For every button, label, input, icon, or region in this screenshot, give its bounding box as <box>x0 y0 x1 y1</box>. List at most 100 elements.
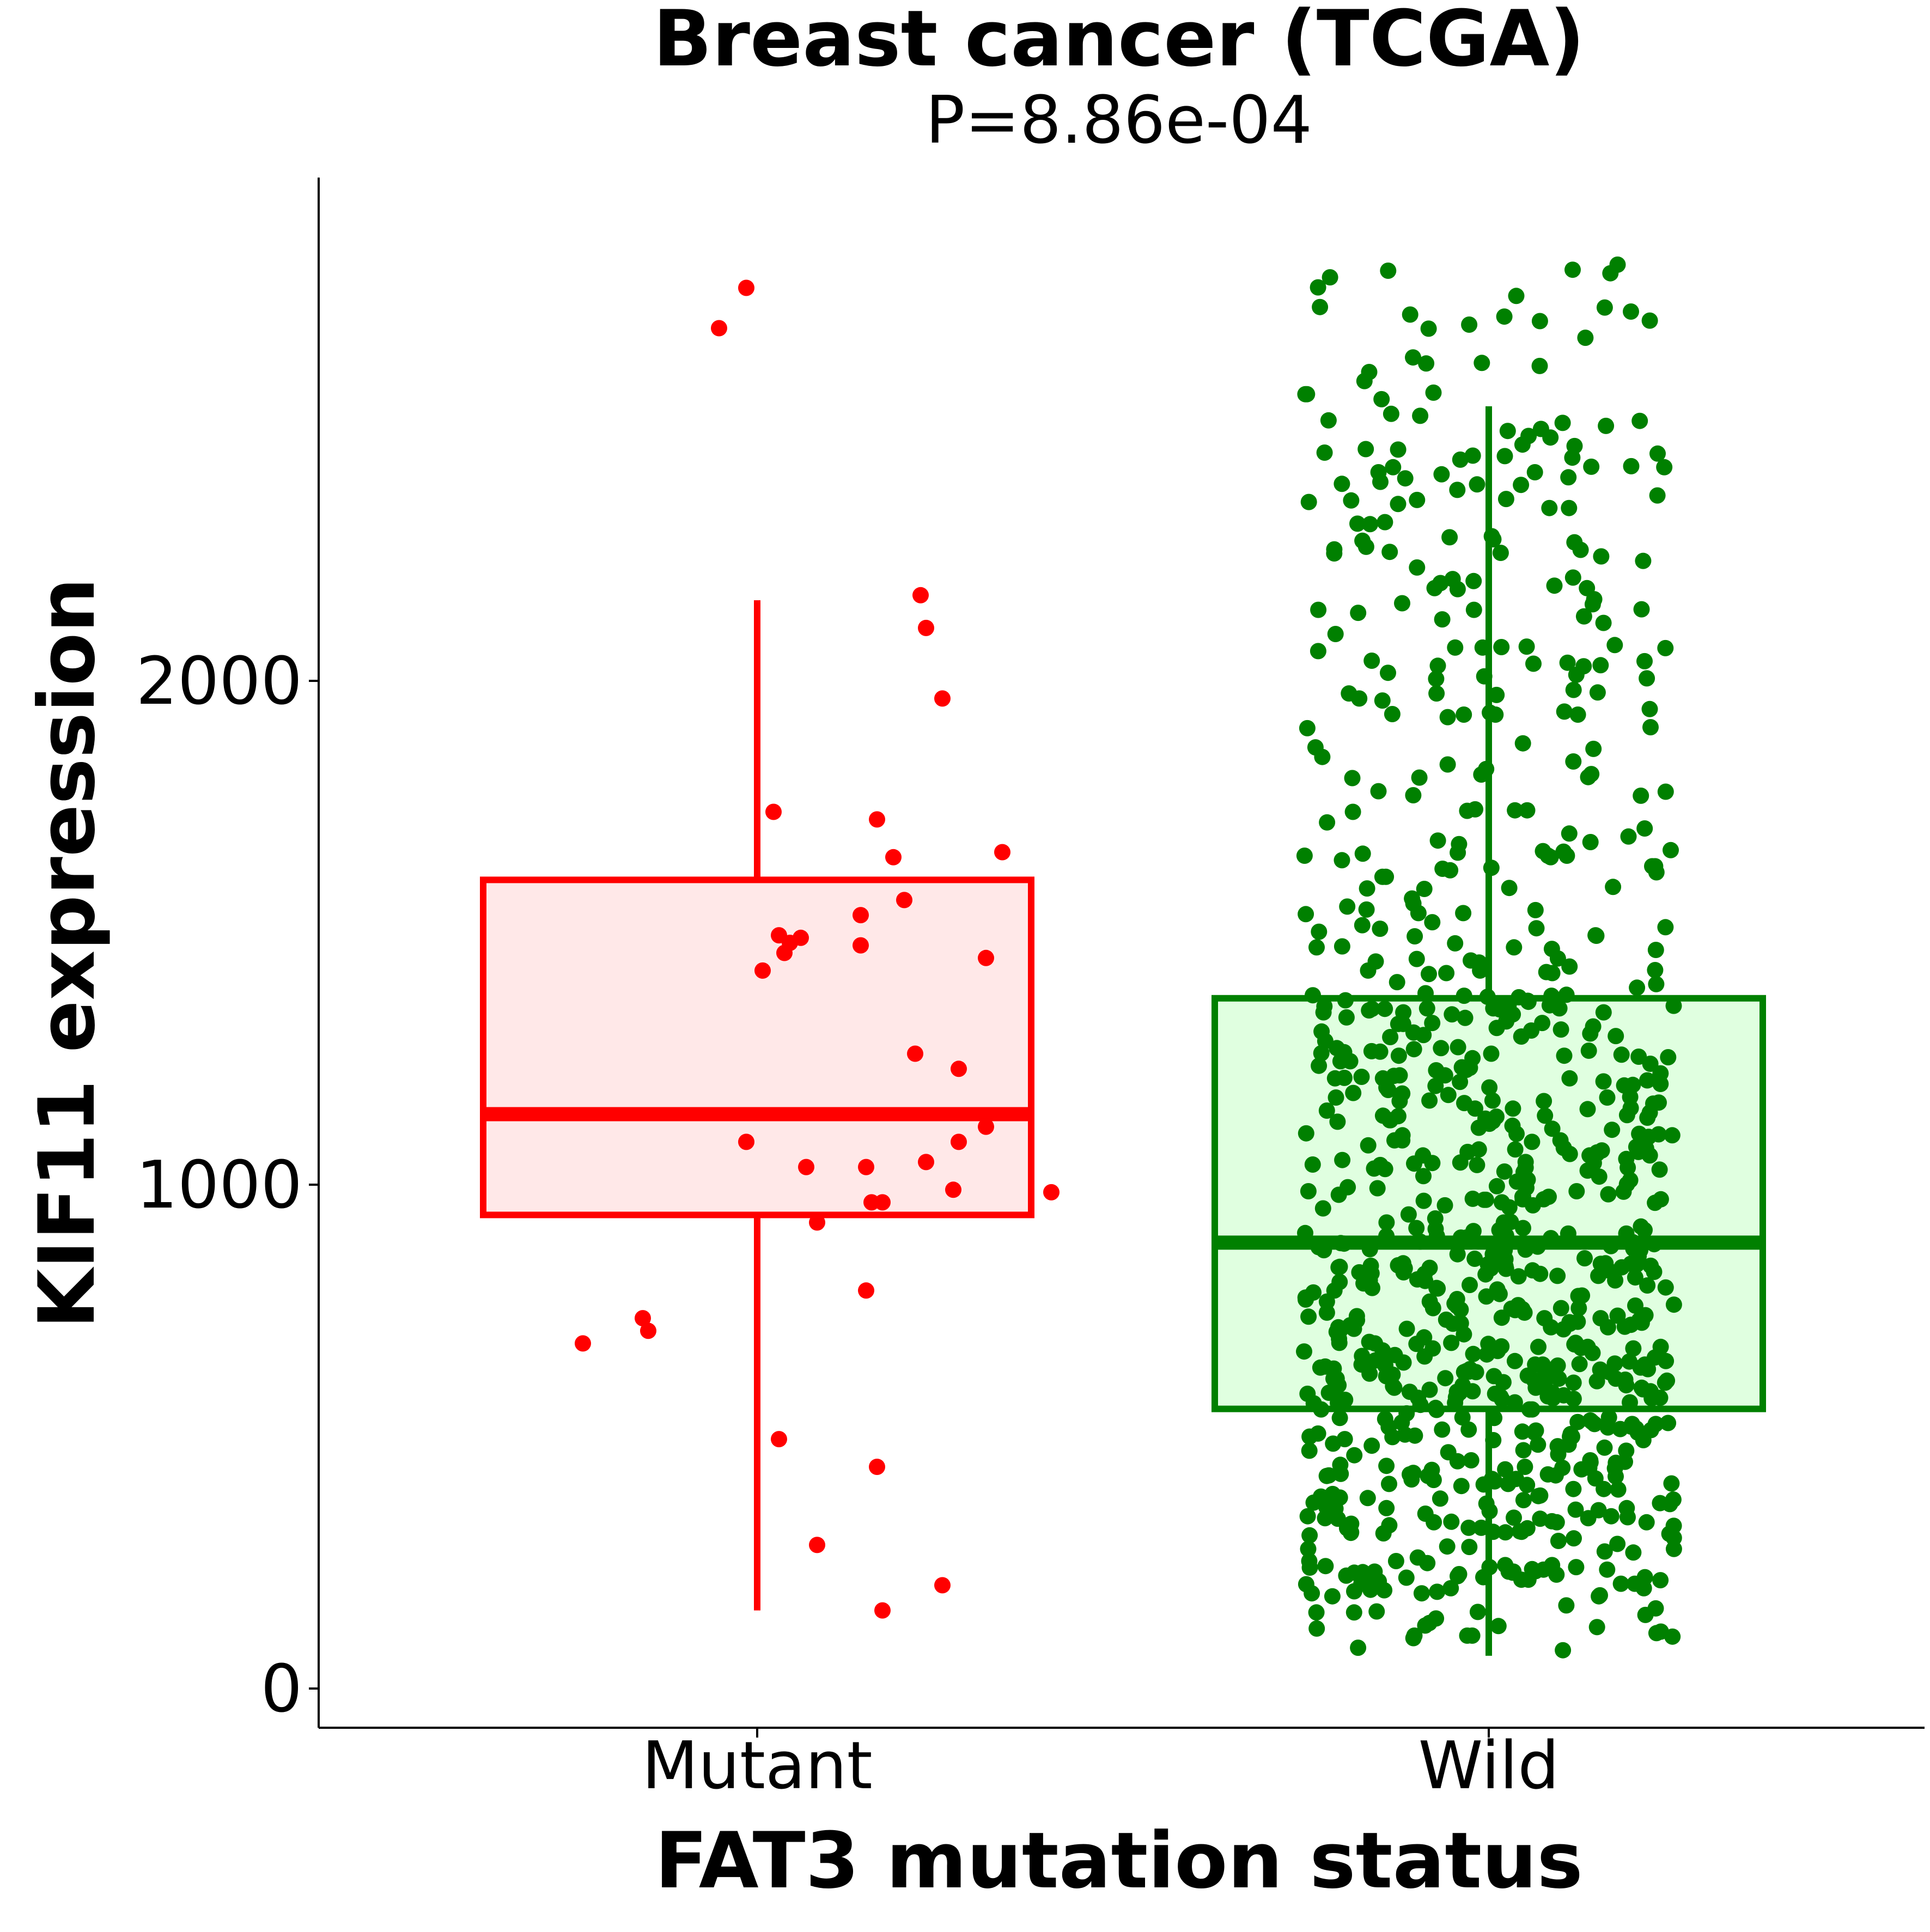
wild-point <box>1515 1220 1531 1236</box>
wild-point <box>1415 1168 1432 1185</box>
wild-point <box>1381 1476 1397 1492</box>
wild-point <box>1440 1087 1457 1104</box>
wild-point <box>1453 1478 1470 1495</box>
wild-point <box>1506 1509 1522 1526</box>
wild-point <box>1636 1222 1653 1239</box>
wild-point <box>1514 436 1531 453</box>
wild-point <box>1312 298 1329 315</box>
wild-point <box>1441 529 1458 546</box>
wild-point <box>1409 491 1426 508</box>
wild-points <box>1296 256 1682 1659</box>
wild-point <box>1380 263 1397 279</box>
wild-point <box>1507 802 1524 819</box>
wild-point <box>1436 1197 1453 1214</box>
wild-point <box>1421 1381 1438 1398</box>
wild-point <box>1433 1040 1450 1057</box>
mutant-point <box>978 1118 994 1135</box>
wild-point <box>1490 1618 1507 1635</box>
wild-point <box>1560 1436 1577 1453</box>
wild-point <box>1461 316 1478 333</box>
wild-point <box>1459 1627 1476 1644</box>
wild-point <box>1488 686 1505 703</box>
wild-point <box>1418 1000 1435 1017</box>
wild-point <box>1363 1001 1380 1017</box>
mutant-point <box>771 1431 787 1448</box>
wild-point <box>1644 858 1660 875</box>
wild-point <box>1360 1137 1377 1154</box>
wild-point <box>1530 1338 1547 1355</box>
wild-point <box>1485 1523 1501 1540</box>
wild-point <box>1426 580 1443 596</box>
wild-point <box>1443 1513 1460 1530</box>
wild-point <box>1304 1585 1320 1602</box>
wild-point <box>1390 1047 1407 1064</box>
wild-point <box>1468 1364 1484 1381</box>
wild-point <box>1530 1436 1547 1453</box>
wild-point <box>1368 1603 1385 1620</box>
wild-point <box>1452 451 1469 468</box>
wild-point <box>1394 595 1410 612</box>
wild-point <box>1620 828 1637 845</box>
wild-point <box>1338 1009 1355 1026</box>
wild-point <box>1633 601 1650 618</box>
wild-point <box>1418 355 1435 372</box>
wild-point <box>1493 1338 1510 1355</box>
wild-point <box>1384 706 1401 722</box>
mutant-point <box>738 1133 754 1150</box>
wild-point <box>1513 1571 1530 1588</box>
wild-point <box>1469 1156 1485 1173</box>
wild-point <box>1535 1191 1552 1208</box>
mutant-point <box>912 587 929 604</box>
wild-point <box>1488 1020 1505 1037</box>
wild-point <box>1300 493 1317 510</box>
wild-point <box>1543 1319 1560 1336</box>
wild-point <box>1625 1544 1642 1561</box>
wild-point <box>1317 1033 1334 1050</box>
wild-point <box>1401 1384 1418 1400</box>
mutant-point <box>809 1537 825 1553</box>
wild-point <box>1485 531 1502 548</box>
wild-point <box>1332 1456 1349 1473</box>
wild-point <box>1633 1379 1650 1396</box>
wild-point <box>1315 1004 1332 1021</box>
wild-point <box>1561 825 1578 842</box>
wild-point <box>1436 1067 1453 1084</box>
wild-point <box>1310 279 1326 296</box>
wild-point <box>1633 1138 1649 1155</box>
wild-point <box>1314 748 1331 765</box>
wild-point <box>1326 541 1343 558</box>
wild-point <box>1416 1348 1433 1365</box>
mutant-point <box>896 892 912 909</box>
wild-point <box>1564 569 1581 586</box>
wild-point <box>1330 1186 1347 1203</box>
wild-point <box>1363 1043 1380 1059</box>
wild-point <box>1663 842 1679 858</box>
wild-point <box>1296 1343 1312 1360</box>
mutant-point <box>951 1133 967 1150</box>
wild-point <box>1595 1073 1612 1090</box>
wild-point <box>1478 760 1495 777</box>
wild-point <box>1552 1300 1569 1317</box>
wild-point <box>1428 685 1445 702</box>
wild-point <box>1586 1416 1603 1433</box>
wild-point <box>1456 988 1472 1004</box>
wild-point <box>1623 1317 1639 1333</box>
wild-point <box>1447 1394 1464 1411</box>
wild-point <box>1526 464 1543 480</box>
wild-point <box>1480 1256 1496 1273</box>
wild-point <box>1500 997 1517 1014</box>
wild-point <box>1298 1125 1314 1142</box>
wild-point <box>1429 657 1446 674</box>
mutant-point <box>945 1181 961 1198</box>
wild-point <box>1493 1309 1510 1326</box>
wild-point <box>1298 906 1314 923</box>
wild-point <box>1447 935 1464 952</box>
wild-point <box>1443 1334 1460 1351</box>
wild-point <box>1566 1336 1583 1353</box>
mutant-point <box>711 320 727 337</box>
wild-point <box>1343 1524 1360 1541</box>
wild-point <box>1390 1015 1407 1032</box>
wild-point <box>1620 1159 1636 1176</box>
wild-point <box>1428 671 1445 687</box>
